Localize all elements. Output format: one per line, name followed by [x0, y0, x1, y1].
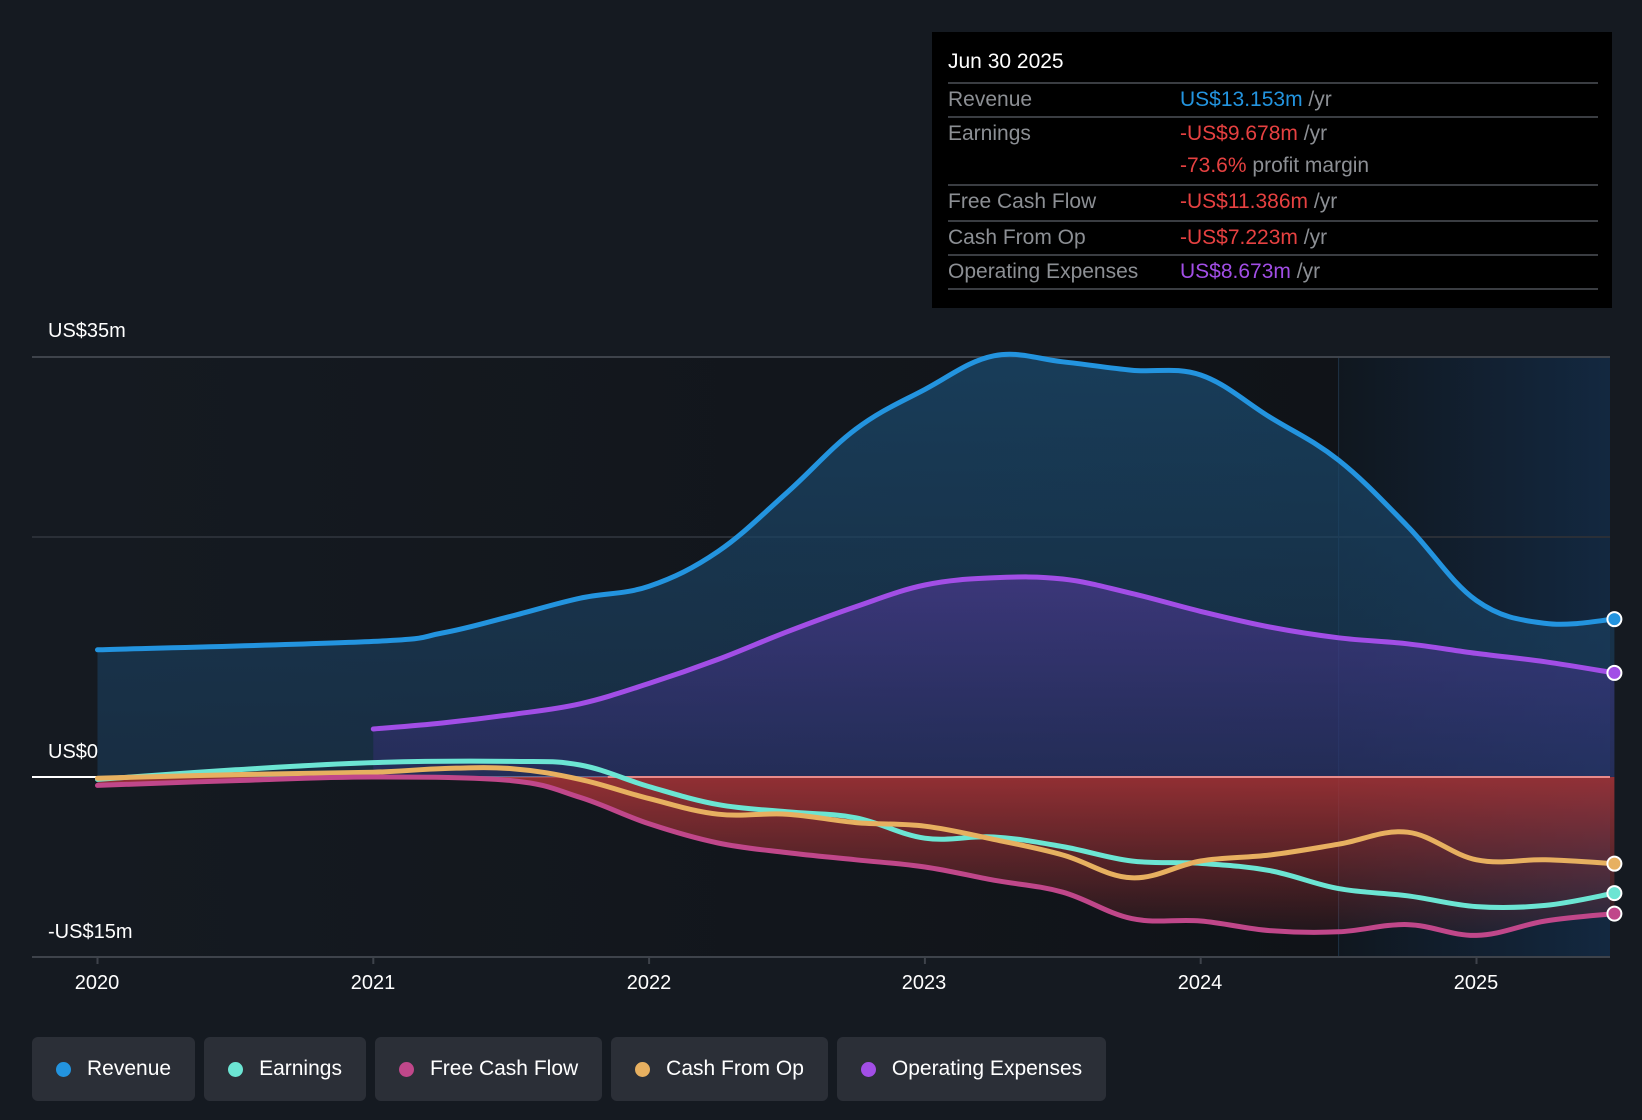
tooltip-row-free-cash-flow: Free Cash Flow -US$11.386m /yr [948, 184, 1598, 218]
legend-label: Revenue [87, 1057, 172, 1080]
free-cash-flow-dot-icon [398, 1061, 414, 1077]
data-tooltip: Jun 30 2025 Revenue US$13.153m /yr Earni… [932, 32, 1612, 308]
tooltip-row-cash-from-op: Cash From Op -US$7.223m /yr [948, 220, 1598, 254]
operating-expenses-area [373, 576, 1615, 777]
negative-area [97, 777, 1615, 936]
tooltip-unit: /yr [1308, 88, 1332, 111]
revenue-end-marker [1606, 611, 1623, 628]
y-tick-label-neg15m: -US$15m [48, 921, 133, 943]
tooltip-value: -73.6% [1180, 154, 1247, 177]
tooltip-value: -US$7.223m [1180, 226, 1298, 249]
legend-label: Operating Expenses [891, 1057, 1083, 1080]
y-tick-label-35m: US$35m [48, 320, 126, 342]
free-cash-flow-end-marker [1606, 905, 1623, 922]
revenue-line [95, 351, 1617, 653]
operating-expenses-line [370, 574, 1617, 732]
tooltip-label: Revenue [948, 88, 1033, 111]
revenue-dot-icon [56, 1061, 71, 1077]
tooltip-unit: profit margin [1252, 154, 1370, 177]
cash-from-op-end-marker [1606, 855, 1623, 872]
tooltip-label: Cash From Op [948, 226, 1086, 249]
legend-item-operating-expenses[interactable]: Operating Expenses [836, 1037, 1107, 1101]
chart-legend: Revenue Earnings Free Cash Flow Cash Fro… [32, 1037, 1107, 1101]
earnings-dot-icon [228, 1061, 244, 1077]
x-tick-label-2021: 2021 [350, 972, 396, 994]
x-tick-label-2022: 2022 [626, 972, 672, 994]
tooltip-unit: /yr [1296, 260, 1321, 283]
x-tick-label-2023: 2023 [901, 972, 947, 994]
legend-label: Cash From Op [666, 1057, 804, 1080]
tooltip-value: -US$9.678m [1180, 122, 1298, 145]
cash-from-op-dot-icon [635, 1061, 651, 1077]
tooltip-label: Free Cash Flow [948, 190, 1097, 213]
legend-item-cash-from-op[interactable]: Cash From Op [611, 1037, 828, 1101]
legend-item-free-cash-flow[interactable]: Free Cash Flow [374, 1037, 603, 1101]
tooltip-unit: /yr [1303, 122, 1328, 145]
x-tick-label-2020: 2020 [74, 972, 120, 994]
tooltip-value: US$13.153m [1180, 88, 1303, 111]
legend-item-revenue[interactable]: Revenue [32, 1037, 196, 1101]
free-cash-flow-line [95, 774, 1617, 938]
x-tick-label-2025: 2025 [1453, 972, 1499, 994]
legend-label: Earnings [259, 1057, 342, 1080]
operating-expenses-end-marker [1606, 664, 1623, 681]
tooltip-row-earnings: Earnings -US$9.678m /yr [948, 116, 1598, 150]
earnings-end-marker [1606, 885, 1623, 902]
earnings-line [95, 758, 1617, 911]
legend-item-earnings[interactable]: Earnings [204, 1037, 366, 1101]
tooltip-unit: /yr [1303, 226, 1328, 249]
y-tick-label-0: US$0 [48, 741, 99, 763]
tooltip-label: Operating Expenses [948, 260, 1139, 283]
x-tick-label-2024: 2024 [1177, 972, 1223, 994]
tooltip-value: -US$11.386m [1180, 190, 1309, 213]
legend-label: Free Cash Flow [429, 1057, 579, 1080]
tooltip-unit: /yr [1313, 190, 1338, 213]
operating-expenses-dot-icon [860, 1061, 876, 1077]
tooltip-label: Earnings [948, 122, 1031, 145]
tooltip-value: US$8.673m [1180, 260, 1291, 283]
tooltip-row-operating-expenses: Operating Expenses US$8.673m /yr [948, 254, 1598, 290]
tooltip-date: Jun 30 2025 [948, 50, 1064, 73]
tooltip-row-profit-margin: -73.6% profit margin [948, 150, 1598, 182]
cash-from-op-line [95, 765, 1617, 881]
tooltip-row-revenue: Revenue US$13.153m /yr [948, 82, 1598, 116]
